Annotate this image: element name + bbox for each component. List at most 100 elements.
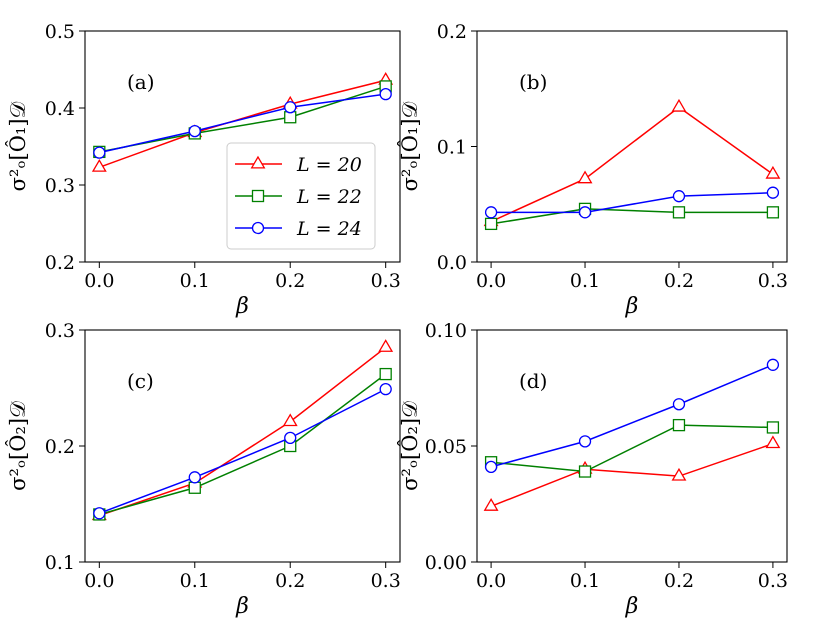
panel-b: 0.0 0.1 0.2 0.3 0.0 0.1 0.2 β σ²ₒ[Ô₁]𝒟 (b) <box>397 21 788 319</box>
x-tick-label: 0.0 <box>476 270 506 292</box>
x-tick-label: 0.1 <box>570 570 600 592</box>
series-line <box>490 106 774 223</box>
data-point <box>672 206 686 219</box>
panel-tag: (d) <box>519 369 547 393</box>
y-tick-label: 0.3 <box>45 320 75 342</box>
data-point <box>93 146 106 159</box>
data-point <box>282 413 298 427</box>
series-L22 <box>484 202 780 231</box>
data-point <box>91 158 107 172</box>
panel-tag: (c) <box>127 369 154 393</box>
data-point <box>766 186 780 199</box>
y-axis-label: σ²ₒ[Ô₂]𝒟 <box>5 401 30 491</box>
data-point <box>672 190 686 203</box>
data-point <box>484 206 498 219</box>
series-line <box>490 442 774 508</box>
panel-d: 0.0 0.1 0.2 0.3 0.00 0.05 0.10 β σ²ₒ[Ô₂]𝒟 (d) <box>397 320 788 619</box>
series-L22 <box>484 418 780 478</box>
series-L24 <box>93 383 392 520</box>
x-tick-label: 0.1 <box>180 570 210 592</box>
series-L24 <box>484 358 780 474</box>
panel-c: 0.0 0.1 0.2 0.3 0.1 0.2 0.3 β σ²ₒ[Ô₂]𝒟 (c) <box>5 320 401 619</box>
x-tick-label: 0.2 <box>275 570 305 592</box>
x-axis-label: β <box>235 594 249 619</box>
y-tick-label: 0.05 <box>425 436 467 458</box>
data-point <box>578 206 592 219</box>
series-line <box>490 364 774 468</box>
x-tick-label: 0.3 <box>371 570 401 592</box>
x-axis-label: β <box>625 594 639 619</box>
x-tick-label: 0.3 <box>371 270 401 292</box>
y-tick-label: 0.0 <box>437 252 467 274</box>
legend-marker <box>250 155 266 169</box>
legend-box <box>226 142 376 250</box>
y-tick-label: 0.1 <box>437 137 467 159</box>
axes-frame <box>84 30 401 263</box>
series-line <box>99 85 386 153</box>
y-tick-label: 0.3 <box>45 175 75 197</box>
data-point <box>284 431 297 445</box>
series-line <box>491 424 773 473</box>
panels: 0.0 0.1 0.2 0.3 0.2 0.3 0.4 0.5 β σ²ₒ[Ô₁]𝒟 (a) L = … <box>5 21 788 619</box>
data-point <box>484 217 498 231</box>
y-tick-label: 0.00 <box>425 552 467 574</box>
series-line <box>99 93 386 154</box>
data-point <box>671 467 687 481</box>
x-axis-label: β <box>625 294 639 319</box>
data-point <box>578 465 592 478</box>
y-tick-label: 0.5 <box>45 21 75 43</box>
data-point <box>766 421 780 434</box>
x-tick-label: 0.0 <box>84 570 114 592</box>
y-axis-label: σ²ₒ[Ô₁]𝒟 <box>5 101 30 191</box>
panel-tag: (b) <box>519 70 547 94</box>
x-tick-label: 0.3 <box>758 570 788 592</box>
series-line <box>99 388 387 514</box>
legend-label: L = 22 <box>296 186 362 208</box>
y-tick-label: 0.4 <box>45 98 75 120</box>
x-tick-label: 0.2 <box>664 570 694 592</box>
data-point <box>379 383 392 396</box>
axes-frame <box>476 329 788 563</box>
axes-frame <box>476 30 788 263</box>
data-point <box>379 87 392 101</box>
x-tick-label: 0.2 <box>275 270 305 292</box>
data-point <box>93 507 106 520</box>
data-point <box>765 165 781 179</box>
data-point <box>766 206 780 219</box>
x-tick-label: 0.1 <box>180 270 210 292</box>
series-line <box>491 191 773 214</box>
legend-marker <box>251 189 265 203</box>
series-line <box>99 373 387 516</box>
legend-label: L = 24 <box>296 218 362 240</box>
y-tick-label: 0.2 <box>45 436 75 458</box>
data-point <box>378 339 394 352</box>
x-tick-label: 0.3 <box>758 270 788 292</box>
data-point <box>188 481 201 494</box>
y-tick-label: 0.2 <box>437 21 467 43</box>
data-point <box>188 124 201 138</box>
x-tick-label: 0.0 <box>476 570 506 592</box>
series-L24 <box>93 87 392 159</box>
x-tick-label: 0.2 <box>664 270 694 292</box>
data-point <box>672 418 686 432</box>
x-tick-label: 0.1 <box>570 270 600 292</box>
data-point <box>671 98 687 112</box>
series-L20 <box>91 339 394 521</box>
data-point <box>578 435 592 448</box>
series-line <box>490 208 773 225</box>
panel-tag: (a) <box>127 70 155 94</box>
series-L20 <box>483 98 781 227</box>
y-tick-label: 0.2 <box>45 252 75 274</box>
data-point <box>379 367 392 381</box>
data-point <box>765 435 781 449</box>
series-L24 <box>484 186 780 219</box>
y-tick-label: 0.10 <box>425 320 467 342</box>
axes-frame <box>84 329 401 563</box>
data-point <box>484 460 498 474</box>
data-point <box>483 498 499 511</box>
y-tick-label: 0.1 <box>45 552 75 574</box>
data-point <box>672 398 686 411</box>
legend: L = 20 L = 22 L = 24 <box>226 142 376 250</box>
legend-label: L = 20 <box>296 154 362 176</box>
